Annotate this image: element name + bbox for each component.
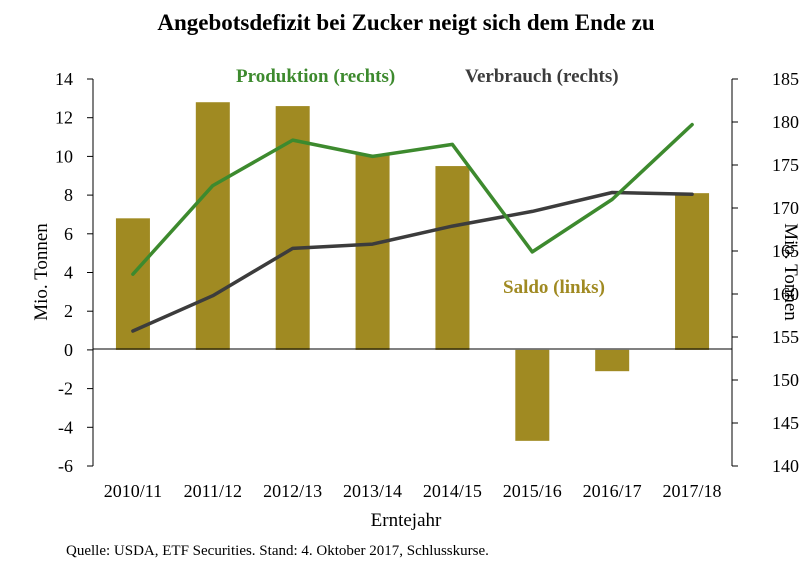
right-tick-label: 165 bbox=[772, 241, 799, 261]
bar-saldo-6 bbox=[595, 349, 630, 372]
bars-group bbox=[115, 102, 710, 441]
left-tick-label: 6 bbox=[64, 224, 73, 244]
left-tick-label: 0 bbox=[64, 340, 73, 360]
x-tick-label: 2017/18 bbox=[663, 481, 722, 501]
left-tick-label: -6 bbox=[58, 456, 73, 476]
right-ticks-group: 185 180 175 170 165 160 155 150 145 140 bbox=[732, 69, 799, 476]
source-note: Quelle: USDA, ETF Securities. Stand: 4. … bbox=[66, 543, 489, 559]
bar-saldo-4 bbox=[435, 166, 470, 350]
left-tick-label: 2 bbox=[64, 301, 73, 321]
left-tick-label: 12 bbox=[55, 108, 73, 128]
left-ticks-group: 14 12 10 8 6 4 2 0 -2 -4 -6 bbox=[55, 69, 93, 476]
line-verbrauch bbox=[131, 190, 694, 333]
lines-group bbox=[131, 122, 694, 333]
x-ticks-group: 2010/11 2011/12 2012/13 2013/14 2014/15 2015/… bbox=[104, 481, 722, 501]
x-tick-label: 2014/15 bbox=[423, 481, 482, 501]
right-axis-title: Mio. Tonnen bbox=[780, 223, 801, 321]
x-tick-label: 2013/14 bbox=[343, 481, 402, 501]
bar-saldo-3 bbox=[355, 154, 390, 350]
bar-saldo-5 bbox=[515, 349, 550, 441]
right-tick-label: 160 bbox=[772, 284, 799, 304]
right-tick-label: 175 bbox=[772, 155, 799, 175]
right-tick-label: 170 bbox=[772, 198, 799, 218]
x-tick-label: 2015/16 bbox=[503, 481, 562, 501]
legend-verbrauch: Verbrauch (rechts) bbox=[465, 66, 619, 87]
bar-saldo-0 bbox=[115, 218, 150, 350]
left-tick-label: 10 bbox=[55, 146, 73, 166]
legend-produktion: Produktion (rechts) bbox=[236, 66, 395, 87]
x-axis-title: Erntejahr bbox=[371, 510, 442, 531]
right-tick-label: 180 bbox=[772, 112, 799, 132]
x-tick-label: 2010/11 bbox=[104, 481, 162, 501]
left-tick-label: 4 bbox=[64, 263, 73, 283]
x-tick-label: 2016/17 bbox=[583, 481, 642, 501]
right-tick-label: 155 bbox=[772, 327, 799, 347]
left-tick-label: -4 bbox=[58, 417, 73, 437]
legend-saldo: Saldo (links) bbox=[503, 277, 605, 298]
bar-saldo-7 bbox=[675, 193, 710, 350]
x-tick-label: 2012/13 bbox=[263, 481, 322, 501]
right-tick-label: 145 bbox=[772, 413, 799, 433]
line-produktion bbox=[131, 122, 694, 276]
left-axis-title: Mio. Tonnen bbox=[31, 223, 52, 321]
right-tick-label: 140 bbox=[772, 456, 799, 476]
right-tick-label: 150 bbox=[772, 370, 799, 390]
x-tick-label: 2011/12 bbox=[184, 481, 242, 501]
left-tick-label: 8 bbox=[64, 185, 73, 205]
right-tick-label: 185 bbox=[772, 69, 799, 89]
chart-title: Angebotsdefizit bei Zucker neigt sich de… bbox=[157, 10, 654, 35]
left-tick-label: 14 bbox=[55, 69, 73, 89]
left-tick-label: -2 bbox=[58, 379, 73, 399]
bar-saldo-1 bbox=[195, 102, 230, 350]
axes-group bbox=[92, 79, 733, 466]
